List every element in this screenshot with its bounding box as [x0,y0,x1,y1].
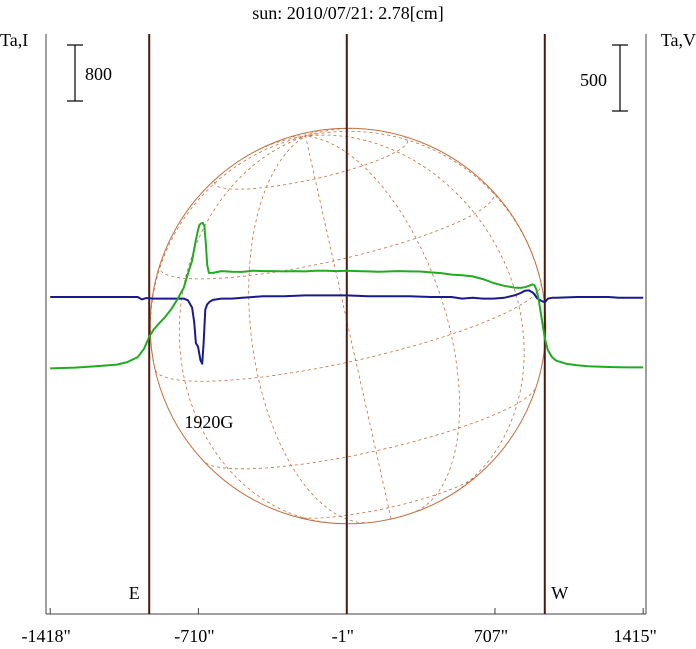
solar-disk [149,127,547,525]
limb-markers [148,34,546,614]
longitude-line [305,130,319,137]
left-scale-bar-label: 800 [85,64,112,84]
x-tick-label: 1415" [613,626,656,646]
longitude-line [291,135,306,138]
x-tick-labels: -1418" -710" -1" 707" 1415" [22,626,657,646]
longitude-line [149,135,306,363]
left-axis-label: Ta,I [0,30,28,50]
solar-disk-limb [149,127,547,525]
left-scale-bar: 800 [67,44,112,102]
latitude-line [214,135,409,190]
right-axis-label: Ta,V [661,30,696,50]
longitude-line [304,133,306,137]
longitude-line [305,136,392,519]
limb-marker-label: E [129,583,140,603]
annotation-label: 1920G [184,412,233,432]
x-tick-label: -1" [332,626,354,646]
longitude-line [178,135,333,524]
latitude-line [205,389,536,470]
series-layer [50,221,644,370]
longitude-line [305,128,353,137]
intensity-i-line [50,221,644,370]
longitude-line [305,130,540,277]
limb-marker-label: W [551,583,568,603]
latitude-line [159,190,495,280]
chart-title: sun: 2010/07/21: 2.78[cm] [252,3,444,23]
x-tick-label: 707" [474,626,508,646]
longitude-line [305,134,525,498]
x-tick-label: -1418" [22,626,71,646]
right-scale-bar: 500 [580,44,628,112]
right-scale-bar-label: 500 [580,70,607,90]
polarization-v-line [50,289,644,365]
marker-labels: E W 1920G [129,412,569,603]
longitude-line [259,135,306,150]
longitude-line [305,135,461,514]
x-tick-label: -710" [174,626,214,646]
latitude-line [296,476,476,519]
longitude-line [248,135,371,524]
